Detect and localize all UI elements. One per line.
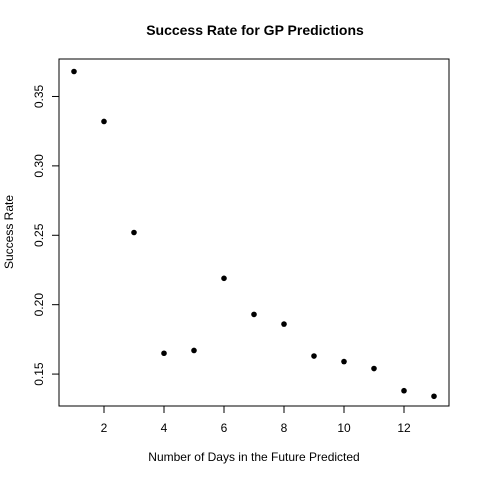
data-point: [71, 68, 77, 75]
data-point: [101, 118, 107, 125]
data-point: [341, 358, 347, 365]
y-tick-label: 0.30: [32, 154, 46, 178]
x-axis-label: Number of Days in the Future Predicted: [148, 450, 359, 464]
x-tick-label: 2: [101, 421, 108, 435]
data-point: [131, 229, 137, 236]
data-point: [401, 387, 407, 394]
y-tick-label: 0.25: [32, 223, 46, 247]
data-point: [161, 350, 167, 357]
x-tick-label: 12: [397, 421, 411, 435]
data-point: [251, 311, 257, 318]
x-tick-label: 8: [281, 421, 288, 435]
plot-frame: [58, 58, 450, 407]
data-point: [281, 321, 287, 327]
data-point: [311, 353, 317, 359]
x-tick-label: 4: [161, 421, 168, 435]
data-point: [221, 275, 227, 282]
data-point: [191, 347, 197, 354]
data-points: [71, 68, 437, 400]
data-point: [431, 393, 437, 400]
y-axis-label: Success Rate: [2, 195, 16, 269]
x-tick-label: 6: [221, 421, 228, 435]
chart-title: Success Rate for GP Predictions: [146, 22, 364, 38]
y-tick-label: 0.20: [32, 293, 46, 317]
y-axis: 0.15 0.20 0.25 0.30 0.35: [32, 84, 59, 386]
y-tick-label: 0.15: [32, 362, 46, 386]
x-axis: 2 4 6 8 10 12: [101, 406, 411, 435]
x-tick-label: 10: [337, 421, 351, 435]
y-tick-label: 0.35: [32, 84, 46, 108]
data-point: [371, 365, 377, 372]
